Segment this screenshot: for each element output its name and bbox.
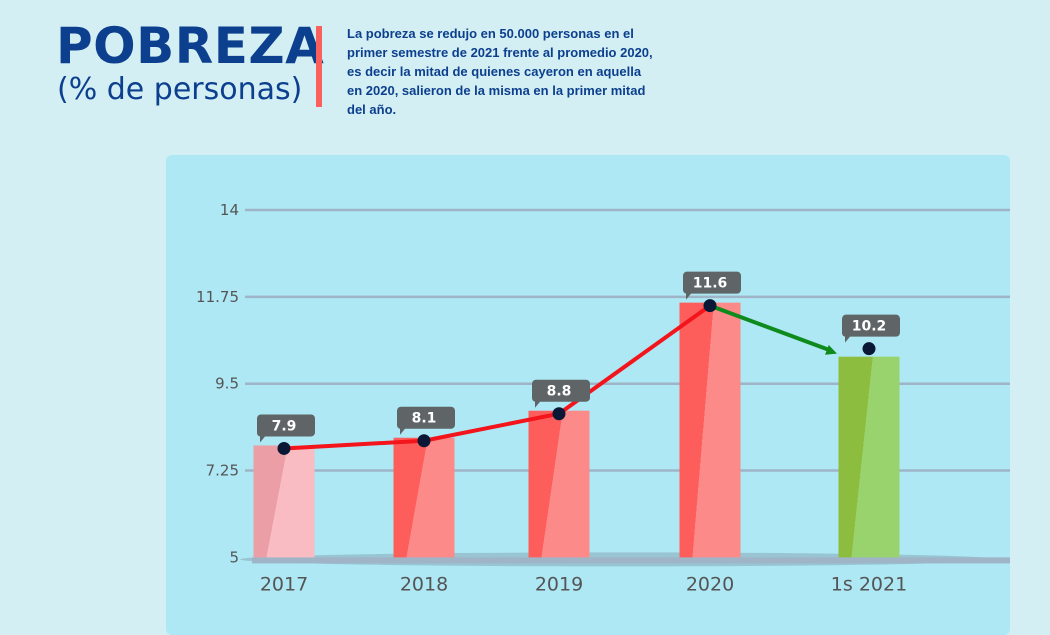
bar-2019 — [528, 410, 590, 558]
page-title: POBREZA — [56, 17, 325, 75]
arrow-head — [825, 344, 837, 355]
x-tick-label: 2017 — [260, 573, 308, 595]
y-tick-label: 11.75 — [196, 288, 239, 306]
data-label: 7.9 — [272, 418, 297, 434]
data-label-bubble — [531, 379, 590, 408]
y-tick-label: 14 — [220, 201, 239, 219]
x-tick-label: 1s 2021 — [831, 573, 907, 595]
y-tick-label: 7.25 — [206, 462, 239, 480]
x-tick-label: 2019 — [535, 573, 583, 595]
data-label-bubble — [682, 271, 741, 300]
divider — [316, 26, 322, 107]
data-label-bubble — [396, 406, 455, 435]
rising-trend-line — [283, 304, 712, 451]
falling-trend-line — [709, 303, 832, 353]
data-point-marker — [552, 407, 566, 421]
bar-1s-2021 — [838, 356, 900, 558]
x-tick-label: 2018 — [400, 573, 448, 595]
bar-2020 — [679, 302, 741, 558]
data-label: 11.6 — [693, 276, 728, 292]
data-point-marker — [277, 441, 291, 455]
data-label: 8.1 — [412, 411, 437, 427]
y-tick-label: 5 — [229, 548, 239, 566]
data-label: 8.8 — [547, 384, 572, 400]
data-label-bubble — [841, 314, 900, 343]
bar-2018 — [393, 437, 455, 558]
page-subtitle: (% de personas) — [57, 72, 303, 107]
description: La pobreza se redujo en 50.000 personas … — [347, 26, 653, 117]
x-tick-label: 2020 — [686, 573, 734, 595]
data-point-marker — [417, 434, 431, 448]
bar-2017 — [253, 445, 315, 558]
x-axis-baseline — [252, 557, 1010, 564]
poverty-chart: 5 7.25 9.5 11.75 14 2017 2018 2019 2020 1s 2021 7.… — [196, 201, 1010, 595]
data-point-marker — [703, 299, 717, 313]
data-point-marker — [862, 342, 876, 356]
data-label-bubble — [256, 414, 315, 443]
data-label: 10.2 — [852, 319, 887, 335]
y-tick-label: 9.5 — [215, 375, 239, 393]
